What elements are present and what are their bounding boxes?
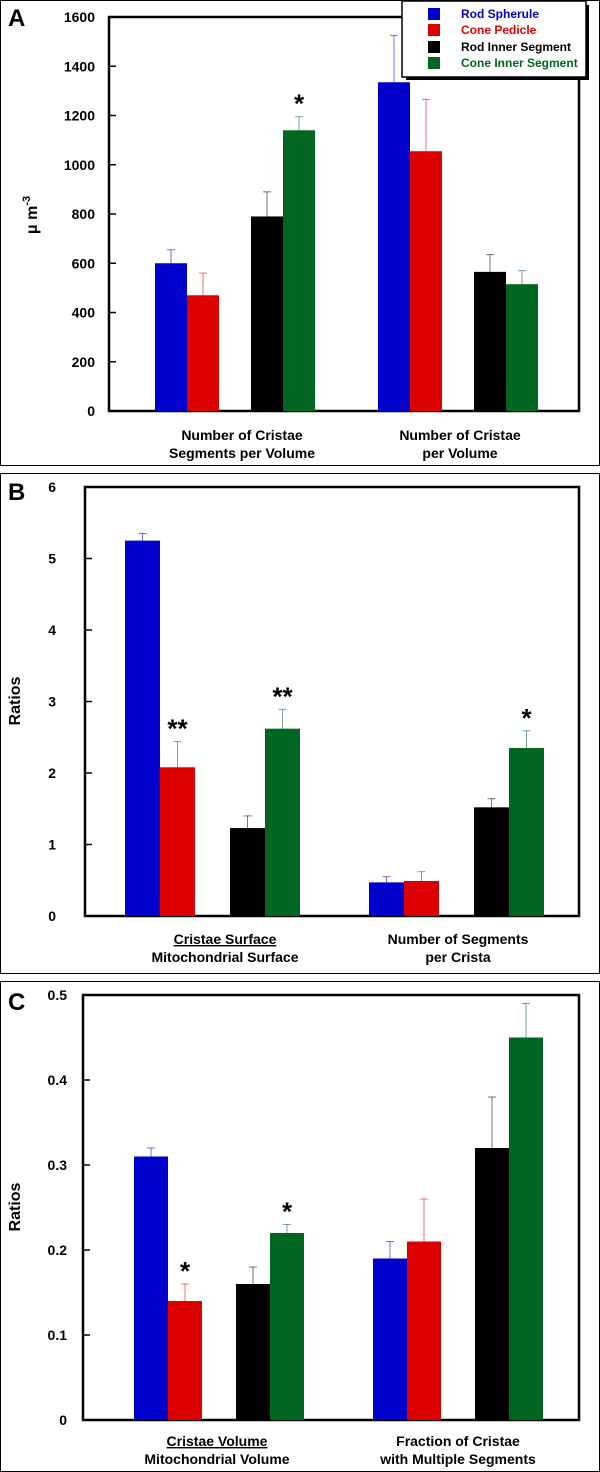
bar-cone-inner-segment bbox=[283, 130, 315, 411]
bar-rod-inner-segment bbox=[251, 216, 283, 411]
category-label: Mitochondrial Surface bbox=[151, 949, 298, 965]
bar-rod-inner-segment bbox=[230, 828, 265, 916]
bar-cone-pedicle bbox=[168, 1301, 202, 1420]
legend-label-rod-inner-segment: Rod Inner Segment bbox=[461, 40, 571, 54]
bar-cone-inner-segment bbox=[265, 728, 300, 916]
bar-cone-pedicle bbox=[404, 880, 439, 916]
y-tick-label: 200 bbox=[72, 354, 96, 370]
category-label: Cristae Volume bbox=[167, 1433, 268, 1449]
bar-cone-pedicle bbox=[410, 151, 442, 412]
category-label: Mitochondrial Volume bbox=[144, 1451, 289, 1467]
legend-shadow-right bbox=[586, 5, 589, 80]
y-tick-label: 400 bbox=[72, 305, 96, 321]
y-tick-label: 0 bbox=[59, 1412, 67, 1428]
y-tick-label: 0.2 bbox=[48, 1242, 68, 1258]
y-tick-label: 600 bbox=[72, 255, 96, 271]
y-tick-label: 0.4 bbox=[48, 1072, 68, 1088]
y-tick-label: 1600 bbox=[64, 9, 95, 25]
significance-marker: ** bbox=[167, 714, 188, 744]
category-label: with Multiple Segments bbox=[379, 1451, 536, 1467]
panel-c-plot-area bbox=[81, 993, 581, 1422]
y-tick-label: 6 bbox=[48, 479, 56, 495]
significance-marker: * bbox=[521, 703, 532, 733]
bar-rod-spherule bbox=[369, 882, 404, 916]
y-tick-label: 4 bbox=[48, 622, 56, 638]
legend-swatch-cone-inner-segment bbox=[428, 57, 440, 69]
bar-cone-pedicle bbox=[407, 1241, 441, 1420]
legend-swatch-cone-pedicle bbox=[428, 24, 440, 36]
y-tick-label: 5 bbox=[48, 551, 56, 567]
panel-c-y-axis-label: Ratios bbox=[7, 1182, 24, 1231]
bar-cone-inner-segment bbox=[506, 284, 538, 411]
category-label: Segments per Volume bbox=[169, 445, 315, 461]
legend-swatch-rod-inner-segment bbox=[428, 41, 440, 53]
bar-rod-spherule bbox=[125, 540, 160, 916]
y-tick-label: 1200 bbox=[64, 108, 95, 124]
category-label: Number of Cristae bbox=[399, 427, 521, 443]
y-tick-label: 0.1 bbox=[48, 1327, 68, 1343]
panel-a-y-axis-label: μ m-3 bbox=[21, 196, 41, 234]
bar-rod-inner-segment bbox=[474, 807, 509, 916]
panel-a-letter: A bbox=[8, 5, 25, 32]
y-tick-label: 0.5 bbox=[48, 987, 68, 1003]
bar-cone-pedicle bbox=[160, 767, 195, 916]
category-label: Cristae Surface bbox=[174, 931, 277, 947]
y-tick-label: 1400 bbox=[64, 58, 95, 74]
category-label: Number of Segments bbox=[388, 931, 529, 947]
category-label: per Volume bbox=[422, 445, 497, 461]
significance-marker: ** bbox=[272, 681, 293, 711]
y-tick-label: 2 bbox=[48, 765, 56, 781]
panel-a-legend: Rod Spherule Cone Pedicle Rod Inner Segm… bbox=[401, 0, 589, 80]
bar-rod-spherule bbox=[134, 1156, 168, 1420]
panel-b-y-axis-label: Ratios bbox=[7, 676, 24, 725]
bar-cone-inner-segment bbox=[509, 1037, 543, 1420]
y-tick-label: 0.3 bbox=[48, 1157, 68, 1173]
y-tick-label: 1000 bbox=[64, 157, 95, 173]
panel-c: C Ratios 0 0.1 0.2 0.3 0.4 0.5 * * Cristae Vol… bbox=[0, 981, 600, 1472]
category-label: per Crista bbox=[425, 949, 491, 965]
legend-shadow-bottom bbox=[406, 77, 589, 80]
bar-rod-spherule bbox=[155, 263, 187, 411]
bar-cone-inner-segment bbox=[270, 1233, 304, 1420]
bar-rod-spherule bbox=[378, 82, 410, 411]
y-tick-label: 0 bbox=[48, 908, 56, 924]
legend-swatch-rod-spherule bbox=[428, 8, 440, 20]
category-label: Fraction of Cristae bbox=[396, 1433, 520, 1449]
y-tick-label: 3 bbox=[48, 694, 56, 710]
legend-label-cone-inner-segment: Cone Inner Segment bbox=[461, 56, 578, 70]
panel-c-letter: C bbox=[8, 989, 25, 1016]
y-tick-label: 1 bbox=[48, 837, 56, 853]
legend-label-cone-pedicle: Cone Pedicle bbox=[461, 23, 537, 37]
bar-rod-spherule bbox=[373, 1258, 407, 1420]
y-tick-label: 800 bbox=[72, 206, 96, 222]
bar-rod-inner-segment bbox=[474, 271, 506, 411]
legend-label-rod-spherule: Rod Spherule bbox=[461, 7, 539, 21]
category-label: Number of Cristae bbox=[181, 427, 303, 443]
bar-cone-pedicle bbox=[187, 295, 219, 411]
y-tick-label: 0 bbox=[87, 403, 95, 419]
significance-marker: * bbox=[180, 1256, 191, 1286]
significance-marker: * bbox=[282, 1197, 293, 1227]
bar-rod-inner-segment bbox=[475, 1148, 509, 1420]
bar-cone-inner-segment bbox=[509, 747, 544, 916]
significance-marker: * bbox=[294, 89, 305, 119]
bar-rod-inner-segment bbox=[236, 1284, 270, 1420]
panel-b-letter: B bbox=[8, 479, 25, 506]
